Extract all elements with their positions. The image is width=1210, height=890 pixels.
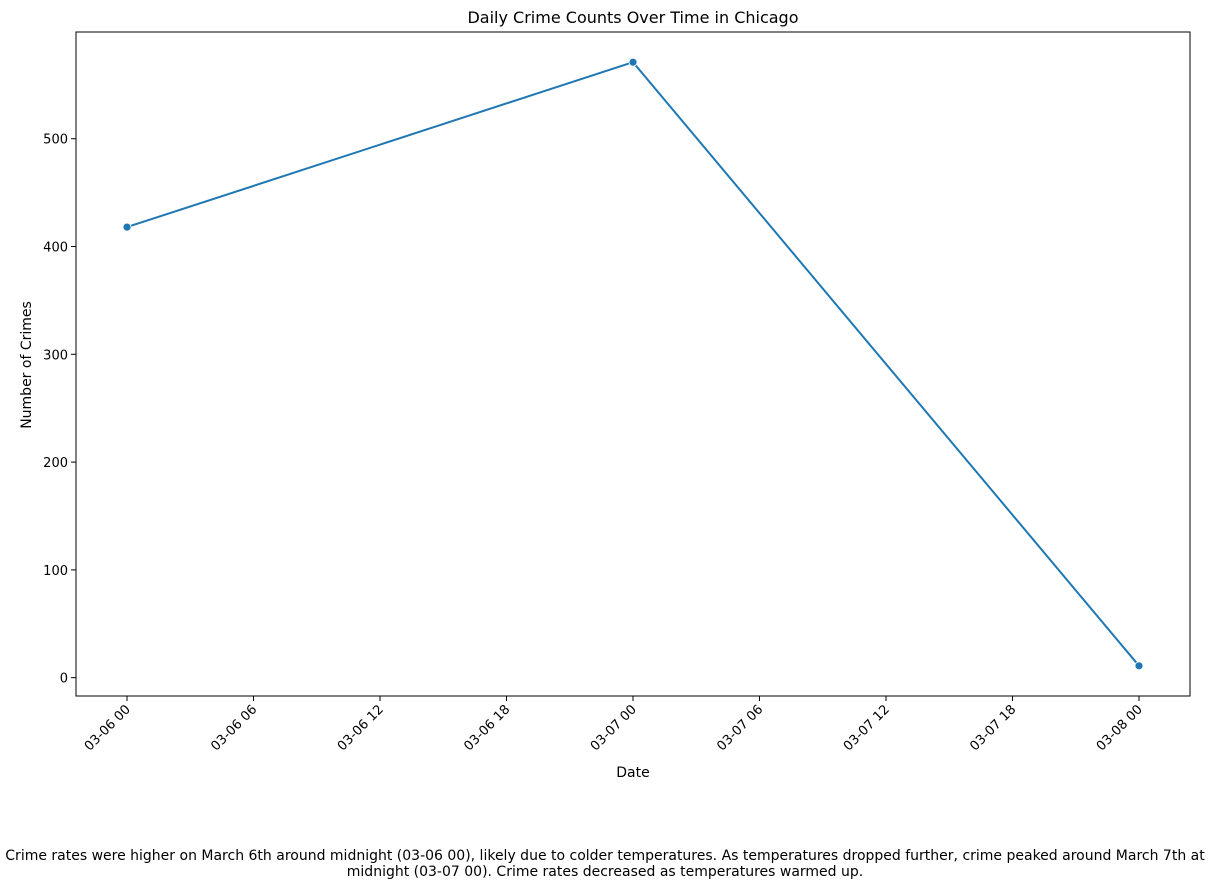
x-axis-label: Date	[616, 765, 649, 781]
x-axis-ticks: 03-06 00 03-06 06 03-06 12 03-06 18 03-07 00…	[82, 696, 1146, 754]
y-tick-label: 300	[43, 348, 68, 363]
plot-frame	[75, 31, 1191, 697]
x-tick-label: 03-07 18	[967, 702, 1019, 754]
x-tick-label: 03-06 00	[82, 702, 134, 754]
chart-title: Daily Crime Counts Over Time in Chicago	[467, 8, 799, 27]
x-tick-label: 03-07 00	[588, 702, 640, 754]
data-point	[1134, 661, 1144, 671]
x-tick-label: 03-06 12	[335, 702, 387, 754]
y-axis-ticks: 0 100 200 300 400 500	[43, 133, 76, 687]
plot-area	[75, 31, 1191, 697]
y-tick-label: 400	[43, 241, 68, 256]
data-point	[628, 57, 638, 67]
x-tick-label: 03-08 00	[1094, 702, 1146, 754]
y-tick-label: 100	[43, 564, 68, 579]
data-point	[122, 222, 132, 232]
x-tick-label: 03-07 06	[714, 702, 766, 754]
chart-caption: Crime rates were higher on March 6th aro…	[5, 848, 1205, 880]
y-tick-label: 200	[43, 456, 68, 471]
x-tick-label: 03-07 12	[841, 702, 893, 754]
series-line	[126, 61, 1140, 667]
x-tick-label: 03-06 18	[461, 702, 513, 754]
y-axis-label: Number of Crimes	[19, 301, 35, 429]
x-tick-label: 03-06 06	[208, 702, 260, 754]
y-tick-label: 500	[43, 133, 68, 148]
y-tick-label: 0	[60, 672, 68, 687]
